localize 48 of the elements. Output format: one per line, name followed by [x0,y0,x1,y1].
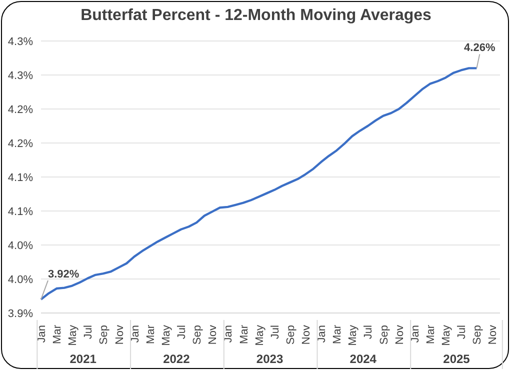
x-tick-label: Nov [114,324,126,345]
text: 2022 [163,352,190,366]
x-tick-label: Mar [424,324,437,344]
text: 2023 [256,352,284,366]
x-tick-label: Jan [129,325,142,343]
y-tick-label: 4.0% [8,274,34,286]
x-tick-label: Sep [378,325,390,345]
chart-title: Butterfat Percent - 12-Month Moving Averages [80,7,432,25]
x-tick-label: May [67,324,80,346]
y-tick-label: 4.1% [8,172,34,184]
y-tick-label: 4.2% [8,104,34,116]
x-tick-label: Jan [316,325,328,343]
text: 2021 [70,352,97,366]
y-tick-label: 4.1% [8,206,34,218]
x-tick-label: May [254,324,266,346]
x-tick-label: Jul [362,325,375,340]
x-tick-label: Jul [176,325,188,340]
x-tick-label: Jul [82,325,95,340]
y-tick-label: 4.3% [8,70,34,82]
x-tick-label: Jul [269,325,282,340]
y-tick-label: 4.2% [8,138,34,150]
x-tick-label: Sep [192,325,204,345]
y-tick-label: 4.3% [8,36,34,48]
text: 2024 [350,352,377,366]
x-tick-label: Nov [300,324,313,345]
x-tick-label: Sep [284,325,297,345]
data-label: 3.92% [48,268,80,280]
x-tick-label: Nov [207,324,220,345]
x-tick-label: Mar [332,324,344,344]
x-tick-label: Jul [456,325,468,340]
data-label: 4.26% [464,42,496,54]
x-tick-label: Sep [98,325,110,345]
x-tick-label: Jan [409,325,422,343]
x-tick-label: Sep [472,325,484,345]
x-tick-label: Jan [222,325,235,343]
line-series [40,67,478,300]
x-tick-label: May [160,324,172,346]
x-tick-label: Nov [487,324,500,345]
y-tick-label: 3.9% [8,308,34,320]
x-tick-label: Mar [238,324,250,344]
text: 2025 [443,352,470,366]
x-tick-label: Mar [52,324,64,344]
x-tick-label: Jan [36,325,48,343]
x-tick-label: May [347,324,360,346]
x-tick-label: Mar [144,324,157,344]
y-tick-label: 4.0% [8,240,34,252]
x-tick-label: May [440,324,453,346]
x-tick-label: Nov [394,324,406,345]
